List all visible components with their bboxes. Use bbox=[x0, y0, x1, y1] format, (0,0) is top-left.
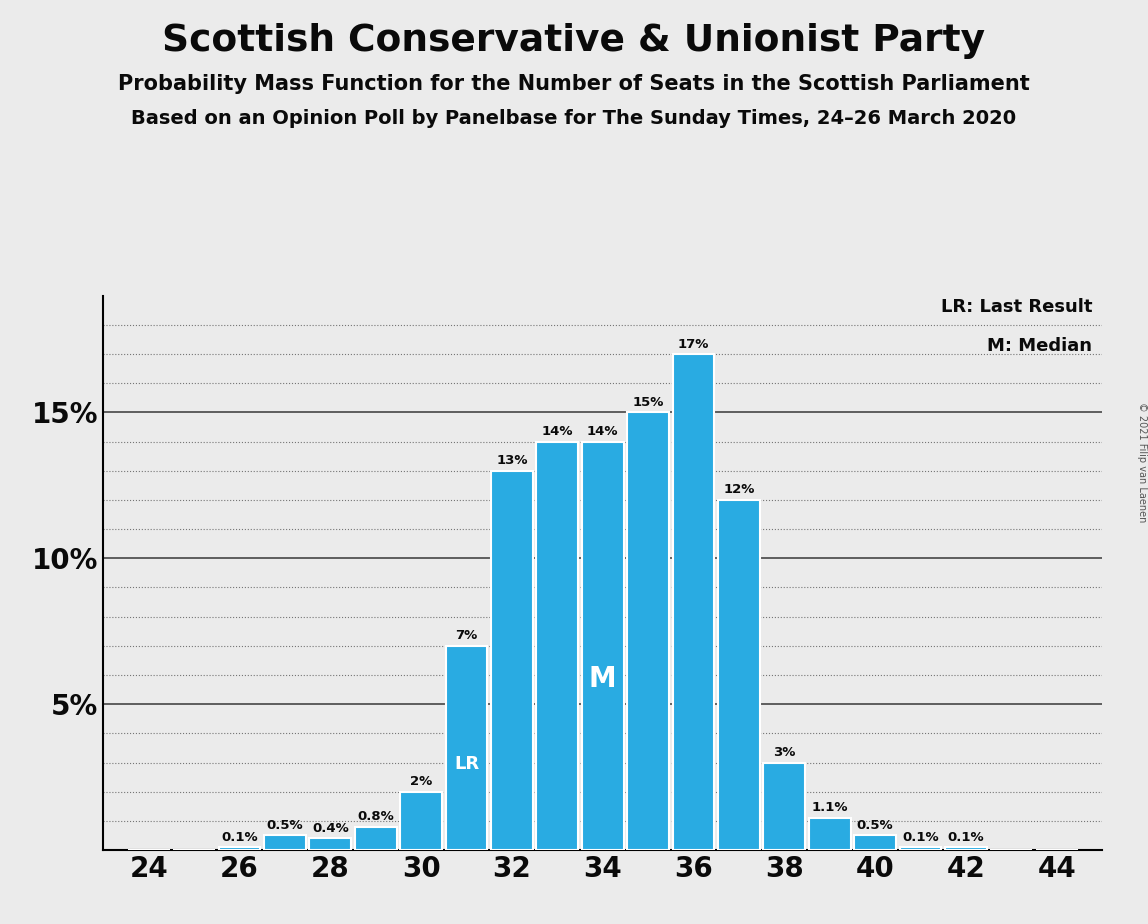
Bar bbox=[763, 762, 805, 850]
Text: 3%: 3% bbox=[773, 746, 796, 759]
Bar bbox=[310, 838, 351, 850]
Text: 12%: 12% bbox=[723, 483, 754, 496]
Bar bbox=[627, 412, 669, 850]
Bar bbox=[264, 835, 305, 850]
Text: 14%: 14% bbox=[542, 425, 573, 438]
Bar bbox=[218, 847, 261, 850]
Text: LR: LR bbox=[453, 755, 479, 773]
Text: M: Median: M: Median bbox=[987, 337, 1092, 355]
Text: 0.8%: 0.8% bbox=[357, 810, 394, 823]
Text: 1.1%: 1.1% bbox=[812, 801, 848, 814]
Text: Based on an Opinion Poll by Panelbase for The Sunday Times, 24–26 March 2020: Based on an Opinion Poll by Panelbase fo… bbox=[131, 109, 1017, 128]
Bar bbox=[809, 818, 851, 850]
Text: M: M bbox=[589, 664, 616, 692]
Text: 0.1%: 0.1% bbox=[902, 831, 939, 844]
Text: 0.4%: 0.4% bbox=[312, 822, 349, 835]
Text: Scottish Conservative & Unionist Party: Scottish Conservative & Unionist Party bbox=[162, 23, 986, 59]
Text: 0.1%: 0.1% bbox=[222, 831, 258, 844]
Bar bbox=[900, 847, 941, 850]
Text: Probability Mass Function for the Number of Seats in the Scottish Parliament: Probability Mass Function for the Number… bbox=[118, 74, 1030, 94]
Text: 17%: 17% bbox=[677, 337, 709, 350]
Bar bbox=[491, 470, 533, 850]
Bar bbox=[582, 442, 623, 850]
Bar bbox=[673, 354, 714, 850]
Text: 15%: 15% bbox=[633, 395, 664, 409]
Bar bbox=[536, 442, 579, 850]
Text: 0.1%: 0.1% bbox=[947, 831, 984, 844]
Text: 0.5%: 0.5% bbox=[856, 819, 893, 832]
Bar bbox=[445, 646, 488, 850]
Bar bbox=[401, 792, 442, 850]
Text: 2%: 2% bbox=[410, 775, 433, 788]
Text: 14%: 14% bbox=[587, 425, 619, 438]
Text: 0.5%: 0.5% bbox=[266, 819, 303, 832]
Text: LR: Last Result: LR: Last Result bbox=[940, 298, 1092, 316]
Bar bbox=[355, 827, 396, 850]
Text: 7%: 7% bbox=[456, 629, 478, 642]
Text: © 2021 Filip van Laenen: © 2021 Filip van Laenen bbox=[1138, 402, 1147, 522]
Text: 13%: 13% bbox=[496, 455, 528, 468]
Bar bbox=[718, 500, 760, 850]
Bar bbox=[854, 835, 895, 850]
Bar bbox=[945, 847, 987, 850]
